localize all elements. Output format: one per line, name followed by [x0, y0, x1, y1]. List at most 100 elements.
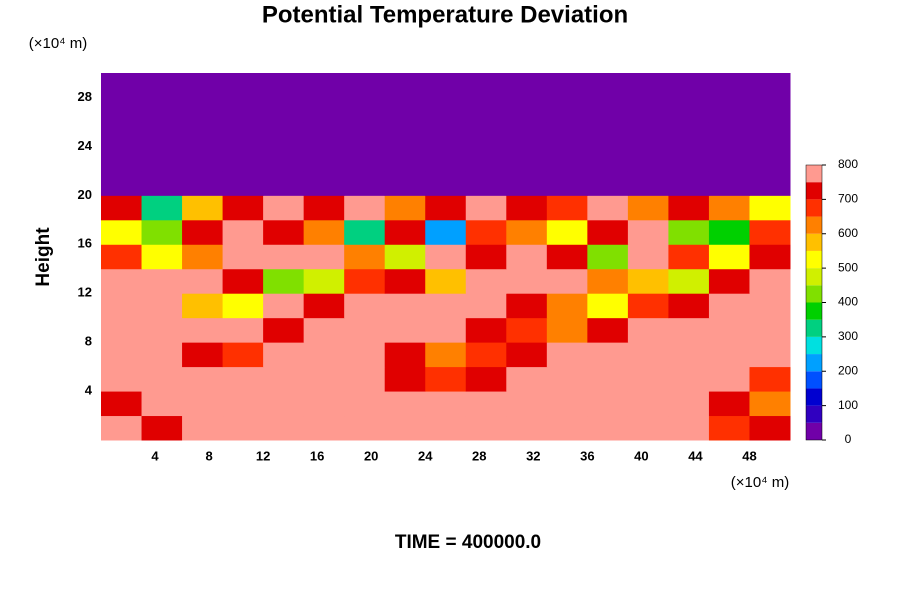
field-cell	[587, 293, 629, 319]
field-cell	[627, 219, 669, 245]
field-cell	[587, 170, 629, 196]
field-cell	[182, 268, 224, 294]
field-cell	[263, 268, 305, 294]
field-cell	[668, 317, 710, 343]
field-cell	[425, 219, 467, 245]
field-cell	[627, 268, 669, 294]
field-cell	[506, 121, 548, 147]
field-cell	[587, 97, 629, 123]
x-tick-label: 48	[742, 448, 756, 463]
field-cell	[465, 244, 507, 270]
field-cell	[587, 366, 629, 392]
field-cell	[344, 342, 386, 368]
field-cell	[141, 195, 183, 221]
field-cell	[465, 219, 507, 245]
field-cell	[627, 415, 669, 441]
colorbar-tick-label: 200	[838, 363, 858, 377]
field-cell	[708, 391, 750, 417]
field-cell	[101, 366, 143, 392]
field-cell	[668, 97, 710, 123]
field-cell	[384, 195, 426, 221]
field-cell	[425, 97, 467, 123]
field-cell	[425, 244, 467, 270]
field-cell	[141, 244, 183, 270]
field-cell	[668, 219, 710, 245]
field-cell	[708, 219, 750, 245]
y-tick-label: 4	[85, 383, 93, 398]
field-cell	[141, 73, 183, 98]
colorbar-band	[806, 199, 822, 217]
field-cell	[303, 366, 345, 392]
field-cell	[182, 293, 224, 319]
field-cell	[222, 415, 264, 441]
field-cell	[384, 146, 426, 172]
colorbar-band	[806, 285, 822, 303]
colorbar-band	[806, 371, 822, 389]
field-cell	[384, 415, 426, 441]
field-cell	[182, 342, 224, 368]
field-cell	[182, 97, 224, 123]
field-cell	[384, 121, 426, 147]
x-tick-label: 16	[310, 448, 324, 463]
field-cell	[344, 317, 386, 343]
field-cell	[303, 244, 345, 270]
field-cell	[141, 268, 183, 294]
field-cell	[344, 195, 386, 221]
field-cell	[708, 244, 750, 270]
field-cell	[749, 293, 791, 319]
colorbar-band	[806, 388, 822, 406]
y-axis-label: Height	[33, 227, 54, 287]
field-cell	[668, 366, 710, 392]
field-cell	[708, 195, 750, 221]
field-cell	[303, 121, 345, 147]
field-cell	[587, 244, 629, 270]
field-cell	[222, 219, 264, 245]
field-cell	[101, 317, 143, 343]
field-cell	[506, 415, 548, 441]
colorbar-band	[806, 354, 822, 372]
colorbar-tick-label: 600	[838, 226, 858, 240]
field-cell	[101, 219, 143, 245]
field-cell	[101, 244, 143, 270]
field-cell	[465, 293, 507, 319]
field-cell	[425, 268, 467, 294]
field-cell	[425, 146, 467, 172]
field-cell	[546, 342, 588, 368]
field-cell	[506, 146, 548, 172]
field-cell	[222, 146, 264, 172]
field-cell	[506, 317, 548, 343]
field-cell	[708, 317, 750, 343]
field-cell	[668, 293, 710, 319]
colorbar-band	[806, 268, 822, 286]
field-cell	[668, 415, 710, 441]
field-cell	[546, 97, 588, 123]
colorbar-band	[806, 182, 822, 200]
field-cell	[627, 342, 669, 368]
field-cell	[141, 170, 183, 196]
field-cell	[263, 293, 305, 319]
field-cell	[708, 97, 750, 123]
field-cell	[182, 244, 224, 270]
field-cell	[263, 244, 305, 270]
field-cell	[303, 146, 345, 172]
field-cell	[506, 170, 548, 196]
time-label: TIME = 400000.0	[395, 532, 541, 553]
field-cell	[749, 170, 791, 196]
colorbar-band	[806, 165, 822, 183]
field-cell	[384, 293, 426, 319]
field-cell	[344, 146, 386, 172]
field-cell	[546, 219, 588, 245]
field-cell	[222, 391, 264, 417]
field-cell	[708, 121, 750, 147]
field-cell	[425, 195, 467, 221]
field-cell	[141, 121, 183, 147]
field-cell	[344, 366, 386, 392]
field-cell	[222, 342, 264, 368]
field-cell	[708, 366, 750, 392]
field-cell	[465, 146, 507, 172]
field-cell	[587, 391, 629, 417]
field-cell	[222, 293, 264, 319]
field-cell	[101, 121, 143, 147]
field-cell	[263, 391, 305, 417]
field-cell	[749, 366, 791, 392]
